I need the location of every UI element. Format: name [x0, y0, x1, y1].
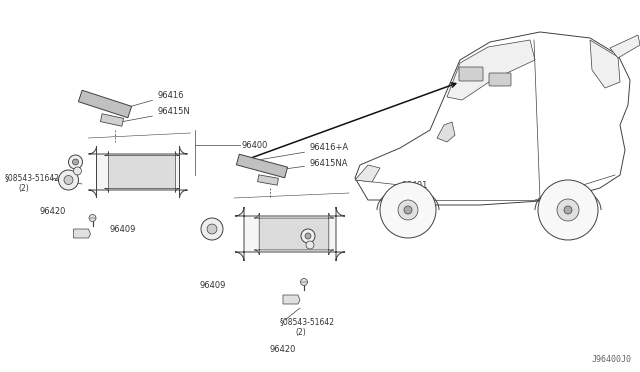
- Polygon shape: [74, 229, 90, 238]
- Text: 96416: 96416: [121, 90, 184, 109]
- Polygon shape: [437, 122, 455, 142]
- Circle shape: [557, 199, 579, 221]
- Circle shape: [380, 182, 436, 238]
- Text: §08543-51642: §08543-51642: [5, 173, 60, 183]
- Text: 96415N: 96415N: [118, 108, 191, 122]
- Circle shape: [301, 279, 307, 285]
- Circle shape: [89, 215, 96, 221]
- Text: 96415NA: 96415NA: [265, 158, 349, 171]
- Text: 96420: 96420: [40, 208, 67, 217]
- Polygon shape: [447, 40, 535, 100]
- Text: 96416+A: 96416+A: [260, 144, 349, 160]
- Text: J96400J0: J96400J0: [592, 355, 632, 364]
- Polygon shape: [590, 40, 620, 88]
- Text: 96401: 96401: [402, 180, 428, 189]
- Polygon shape: [610, 35, 640, 58]
- Circle shape: [306, 241, 314, 249]
- Polygon shape: [254, 213, 334, 255]
- Circle shape: [58, 170, 79, 190]
- Circle shape: [207, 224, 217, 234]
- Circle shape: [301, 229, 315, 243]
- Text: 96409: 96409: [110, 225, 136, 234]
- Circle shape: [201, 218, 223, 240]
- Polygon shape: [100, 114, 124, 126]
- Polygon shape: [236, 154, 287, 178]
- Polygon shape: [235, 207, 345, 261]
- Text: 96400: 96400: [242, 141, 268, 150]
- Circle shape: [72, 159, 79, 165]
- Text: (2): (2): [295, 328, 306, 337]
- Polygon shape: [88, 146, 188, 198]
- FancyBboxPatch shape: [489, 73, 511, 86]
- Polygon shape: [257, 175, 278, 185]
- Circle shape: [564, 206, 572, 214]
- Circle shape: [64, 176, 73, 185]
- Text: (2): (2): [18, 183, 29, 192]
- Polygon shape: [355, 165, 380, 182]
- Circle shape: [74, 167, 81, 175]
- Text: 96409: 96409: [200, 280, 227, 289]
- Polygon shape: [79, 90, 132, 118]
- Text: 96420: 96420: [270, 346, 296, 355]
- Circle shape: [538, 180, 598, 240]
- Circle shape: [398, 200, 418, 220]
- Polygon shape: [283, 295, 300, 304]
- Circle shape: [404, 206, 412, 214]
- Circle shape: [68, 155, 83, 169]
- FancyBboxPatch shape: [459, 67, 483, 81]
- Polygon shape: [104, 151, 179, 192]
- Circle shape: [305, 233, 311, 239]
- Text: §08543-51642: §08543-51642: [280, 317, 335, 327]
